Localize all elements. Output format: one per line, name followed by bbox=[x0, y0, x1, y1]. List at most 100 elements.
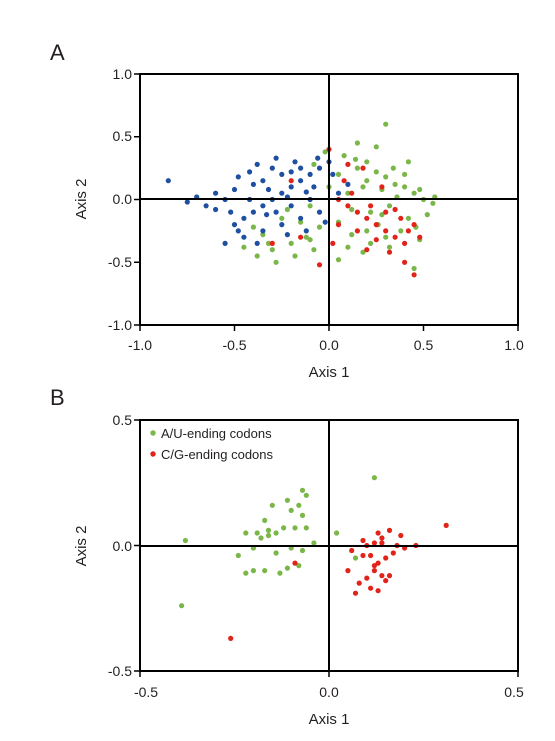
panel-b-green-point bbox=[243, 570, 249, 576]
panel-b-green-point bbox=[371, 475, 377, 481]
panel-a-blue-point bbox=[250, 181, 256, 187]
panel-a-blue-point bbox=[222, 240, 228, 246]
panel-a-blue-point bbox=[264, 212, 270, 218]
panel-a-blue-point bbox=[298, 178, 304, 184]
panel-b-green-point bbox=[243, 530, 249, 536]
panel-a-ytick-label: 1.0 bbox=[113, 66, 133, 82]
panel-a-green-point bbox=[254, 253, 260, 259]
panel-a-red-point bbox=[383, 228, 389, 234]
panel-b-green-point bbox=[296, 563, 302, 569]
panel-a-blue-point bbox=[279, 171, 285, 177]
panel-a-green-point bbox=[311, 247, 317, 253]
panel-b-green-point bbox=[334, 530, 340, 536]
panel-a-red-point bbox=[398, 215, 404, 221]
legend-label-au: A/U-ending codons bbox=[161, 426, 272, 441]
panel-b-green-point bbox=[265, 527, 272, 534]
panel-a-green-point bbox=[379, 212, 385, 218]
panel-a-green-point bbox=[322, 149, 328, 155]
panel-b-red-point bbox=[379, 573, 385, 579]
panel-b-green-point bbox=[250, 568, 256, 574]
legend-label-cg: C/G-ending codons bbox=[161, 447, 274, 462]
panel-a-green-point bbox=[288, 240, 294, 246]
panel-a-blue-point bbox=[241, 215, 247, 221]
panel-a-green-point bbox=[402, 184, 408, 190]
panel-b-red-point bbox=[368, 552, 374, 559]
panel-a-blue-point bbox=[279, 190, 285, 196]
panel-b-red-point bbox=[371, 568, 377, 574]
panel-a-blue-point bbox=[273, 209, 279, 215]
panel-a-green-point bbox=[430, 200, 436, 206]
panel-b-red-point bbox=[371, 563, 377, 569]
panel-a-red-point bbox=[269, 240, 275, 246]
panel-a-blue-point bbox=[316, 209, 323, 215]
panel-a-blue-point bbox=[235, 174, 241, 180]
panel-b-green-point bbox=[269, 502, 275, 508]
panel-a-green-point bbox=[269, 247, 275, 253]
panel-b-xtick-label: -0.5 bbox=[134, 684, 158, 700]
panel-a-red-point bbox=[354, 228, 360, 234]
panel-b-green-point bbox=[284, 565, 290, 571]
panel-a-red-point bbox=[405, 228, 411, 234]
panel-a-green-point bbox=[241, 244, 247, 250]
legend-marker-au bbox=[150, 430, 156, 436]
panel-a-blue-point bbox=[288, 203, 294, 209]
panel-a-red-point bbox=[335, 222, 342, 228]
panel-a-red-point bbox=[373, 222, 379, 228]
panel-a-red-point bbox=[330, 240, 336, 246]
panel-b-red-point bbox=[360, 552, 366, 559]
panel-b-red-point bbox=[356, 580, 362, 586]
panel-a-blue-point bbox=[184, 199, 190, 205]
panel-b-red-point bbox=[383, 555, 389, 561]
panel-b-green-point bbox=[299, 547, 306, 554]
panel-a-blue-point bbox=[303, 189, 309, 195]
panel-a-blue-point bbox=[322, 219, 328, 225]
panel-a-green-point bbox=[405, 159, 411, 165]
panel-a-red-point bbox=[402, 240, 408, 246]
panel-a-green-point bbox=[292, 253, 298, 259]
panel-b-y-axis-title: Axis 2 bbox=[73, 526, 90, 567]
panel-b-green-point bbox=[265, 532, 272, 539]
panel-a-red-point bbox=[411, 222, 417, 228]
panel-a-green-point bbox=[368, 209, 374, 215]
panel-b-legend: A/U-ending codons C/G-ending codons bbox=[150, 426, 274, 462]
panel-a-green-point bbox=[354, 165, 360, 171]
panel-a-green-point bbox=[360, 249, 366, 255]
panel-a-blue-point bbox=[316, 165, 323, 171]
panel-a-green-point bbox=[311, 161, 317, 167]
panel-b-red-point bbox=[360, 537, 366, 544]
panel-b-red-point bbox=[375, 530, 381, 536]
panel-a-green-point bbox=[373, 169, 379, 175]
panel-a-green-point bbox=[364, 228, 370, 234]
panel-a-green-point bbox=[405, 215, 411, 221]
panel-a-green-point bbox=[250, 224, 256, 230]
panel-a-blue-point bbox=[335, 190, 342, 196]
panel-b-green-point bbox=[288, 507, 294, 513]
panel-b-red-point bbox=[371, 540, 377, 546]
panel-a-blue-point bbox=[311, 184, 317, 190]
panel-b-green-point bbox=[273, 550, 279, 556]
panel-b-points bbox=[179, 475, 449, 642]
panel-letter-b: B bbox=[50, 385, 65, 410]
panel-b-green-point bbox=[254, 530, 260, 536]
panel-a-green-point bbox=[298, 219, 304, 225]
panel-b-green-point bbox=[352, 555, 359, 561]
panel-a-blue-point bbox=[254, 161, 260, 167]
panel-a-blue-point bbox=[298, 165, 304, 171]
panel-a-green-point bbox=[398, 228, 404, 234]
panel-a-y-axis-title: Axis 2 bbox=[73, 179, 90, 220]
panel-a-green-point bbox=[383, 174, 389, 180]
panel-b-red-point bbox=[443, 522, 449, 529]
panel-a-green-point bbox=[383, 121, 389, 127]
panel-b-x-axis-title: Axis 1 bbox=[309, 711, 350, 728]
panel-a-green-point bbox=[335, 171, 342, 177]
panel-a-x-axis-title: Axis 1 bbox=[309, 364, 350, 381]
panel-b-green-point bbox=[284, 497, 290, 503]
panel-a-red-point bbox=[383, 209, 389, 215]
panel-a-red-point bbox=[392, 206, 398, 213]
panel-a-blue-point bbox=[260, 203, 266, 209]
panel-b-red-point bbox=[379, 540, 385, 546]
panel-a-red-point bbox=[288, 178, 294, 184]
panel-a-green-point bbox=[411, 265, 417, 272]
panel-b-green-point bbox=[303, 525, 309, 531]
panel-b-green-point bbox=[296, 502, 302, 508]
